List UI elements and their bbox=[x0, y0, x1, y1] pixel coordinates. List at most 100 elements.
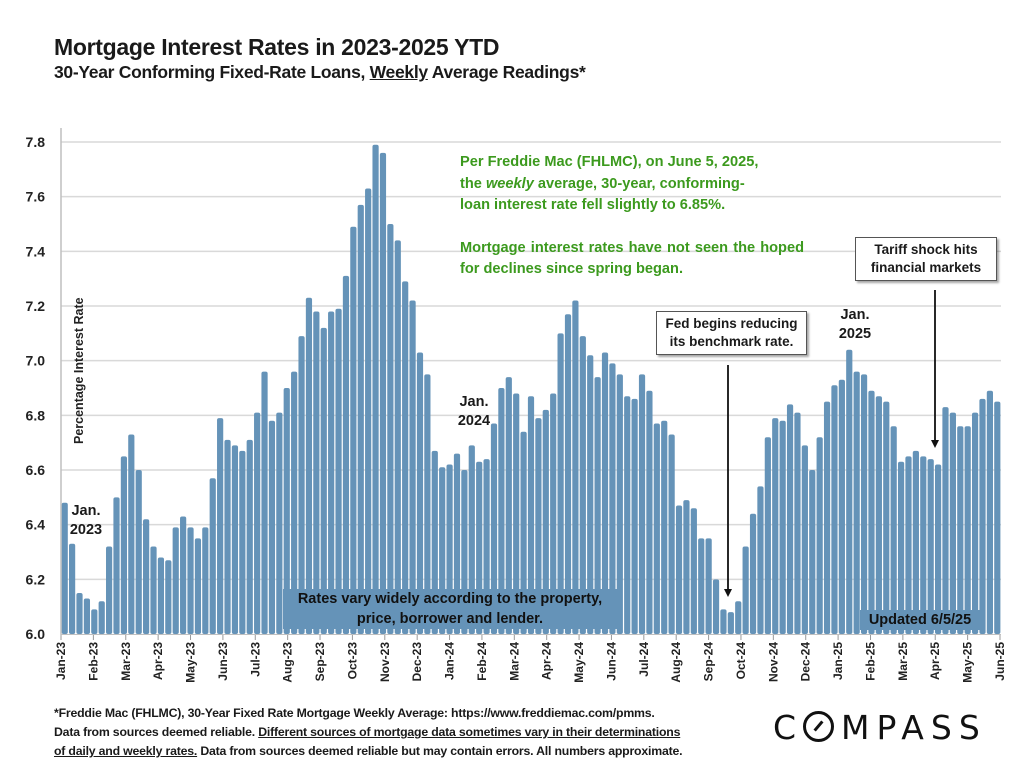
bar bbox=[313, 311, 320, 634]
bar bbox=[498, 388, 505, 634]
bar bbox=[587, 355, 594, 634]
bar bbox=[91, 609, 98, 634]
x-tick-label: May-25 bbox=[961, 642, 975, 683]
bar-chart: 6.0 6.2 6.4 6.6 6.8 7.0 7.2 7.4 7.6 7.8 Jan-23 Feb… bbox=[26, 128, 1007, 683]
bar bbox=[653, 423, 660, 634]
bar bbox=[875, 396, 882, 634]
x-tick-label: Jun-23 bbox=[216, 642, 230, 681]
bar bbox=[194, 538, 202, 634]
tariff-arrow-head bbox=[931, 440, 939, 448]
y-tick-label: 7.8 bbox=[26, 134, 46, 150]
bar bbox=[860, 374, 868, 634]
bar bbox=[431, 450, 438, 634]
bar bbox=[61, 502, 68, 634]
x-tick-label: Mar-23 bbox=[119, 642, 133, 681]
y-tick-label: 6.0 bbox=[26, 626, 46, 642]
x-tick-label: Mar-25 bbox=[896, 642, 910, 681]
bar bbox=[424, 374, 431, 634]
y-axis-label: Percentage Interest Rate bbox=[72, 297, 86, 444]
x-tick-label: Nov-24 bbox=[766, 642, 780, 682]
bar bbox=[365, 188, 372, 634]
bar bbox=[838, 379, 845, 634]
bar bbox=[601, 352, 609, 634]
fed-arrow-head bbox=[724, 589, 732, 597]
bar bbox=[853, 371, 860, 634]
bar bbox=[661, 420, 668, 634]
bar bbox=[749, 513, 757, 634]
x-tick-label: Mar-24 bbox=[507, 642, 521, 681]
chart-title: Mortgage Interest Rates in 2023-2025 YTD bbox=[54, 34, 500, 60]
bar bbox=[624, 396, 631, 634]
bar bbox=[268, 420, 276, 634]
bar bbox=[757, 486, 764, 634]
x-tick-label: May-23 bbox=[184, 642, 198, 683]
text: average, 30-year, conforming- bbox=[533, 175, 745, 192]
rates-vary-note: Rates vary widely according to the prope… bbox=[283, 589, 617, 629]
chart-subtitle: 30-Year Conforming Fixed-Rate Loans, Wee… bbox=[54, 62, 586, 83]
bar bbox=[394, 240, 401, 634]
x-tick-label: Jun-25 bbox=[993, 642, 1007, 681]
bar bbox=[772, 418, 779, 634]
bar bbox=[920, 456, 927, 634]
bars bbox=[61, 144, 1001, 634]
bar bbox=[609, 363, 616, 634]
bar bbox=[927, 459, 934, 634]
bar bbox=[402, 281, 409, 634]
bar bbox=[594, 377, 601, 634]
bar bbox=[668, 434, 675, 634]
bar bbox=[905, 456, 912, 634]
bar bbox=[779, 420, 786, 634]
x-tick-label: Nov-23 bbox=[378, 642, 392, 682]
x-tick-label: Sep-23 bbox=[313, 642, 327, 682]
bar bbox=[298, 336, 305, 634]
bar bbox=[631, 398, 638, 634]
bar bbox=[135, 470, 142, 634]
bar bbox=[357, 204, 364, 634]
bar bbox=[823, 401, 831, 634]
green-annotation: Per Freddie Mac (FHLMC), on June 5, 2025… bbox=[460, 152, 804, 281]
x-tick-label: Aug-23 bbox=[281, 642, 295, 683]
x-tick-label: Jan-23 bbox=[54, 642, 68, 680]
bar bbox=[180, 516, 187, 634]
subtitle-underlined: Weekly bbox=[369, 62, 429, 82]
bar bbox=[372, 144, 379, 634]
bar bbox=[416, 352, 424, 634]
footer-line3: of daily and weekly rates. Data from sou… bbox=[54, 742, 683, 761]
bar bbox=[283, 388, 290, 634]
bar bbox=[246, 439, 253, 634]
bar bbox=[120, 456, 128, 634]
bar bbox=[949, 412, 956, 634]
bar bbox=[150, 546, 157, 634]
y-tick-label: 7.2 bbox=[26, 298, 46, 314]
bar bbox=[979, 398, 986, 634]
bar bbox=[350, 226, 357, 634]
bar bbox=[720, 609, 727, 634]
bar bbox=[468, 445, 475, 634]
bar bbox=[964, 426, 971, 634]
bar bbox=[542, 409, 549, 634]
x-tick-label: Jan-25 bbox=[831, 642, 845, 680]
bar bbox=[172, 527, 179, 634]
x-tick-label: May-24 bbox=[572, 642, 586, 683]
bar bbox=[675, 505, 683, 634]
footer-line1: *Freddie Mac (FHLMC), 30-Year Fixed Rate… bbox=[54, 706, 655, 720]
updated-note: Updated 6/5/25 bbox=[860, 610, 980, 630]
footer-line2: Data from sources deemed reliable. Diffe… bbox=[54, 723, 682, 742]
bar bbox=[986, 390, 993, 634]
green-annotation-line3: loan interest rate fell slightly to 6.85… bbox=[460, 197, 726, 213]
bar bbox=[209, 478, 216, 634]
bar bbox=[646, 390, 653, 634]
x-tick-label: Oct-23 bbox=[345, 642, 359, 680]
bar bbox=[520, 431, 527, 634]
jan-2023-label: Jan. 2023 bbox=[69, 503, 103, 538]
bar bbox=[128, 434, 135, 634]
green-annotation-line2: the weekly average, 30-year, conforming- bbox=[460, 174, 804, 196]
bar bbox=[490, 423, 498, 634]
jan-2024-label: Jan. 2024 bbox=[457, 394, 491, 429]
bar bbox=[957, 426, 964, 634]
y-tick-label: 6.8 bbox=[26, 407, 46, 423]
text: Data from sources deemed reliable but ma… bbox=[197, 744, 683, 758]
bar bbox=[764, 437, 771, 634]
bar bbox=[505, 377, 512, 634]
bar bbox=[742, 546, 749, 634]
